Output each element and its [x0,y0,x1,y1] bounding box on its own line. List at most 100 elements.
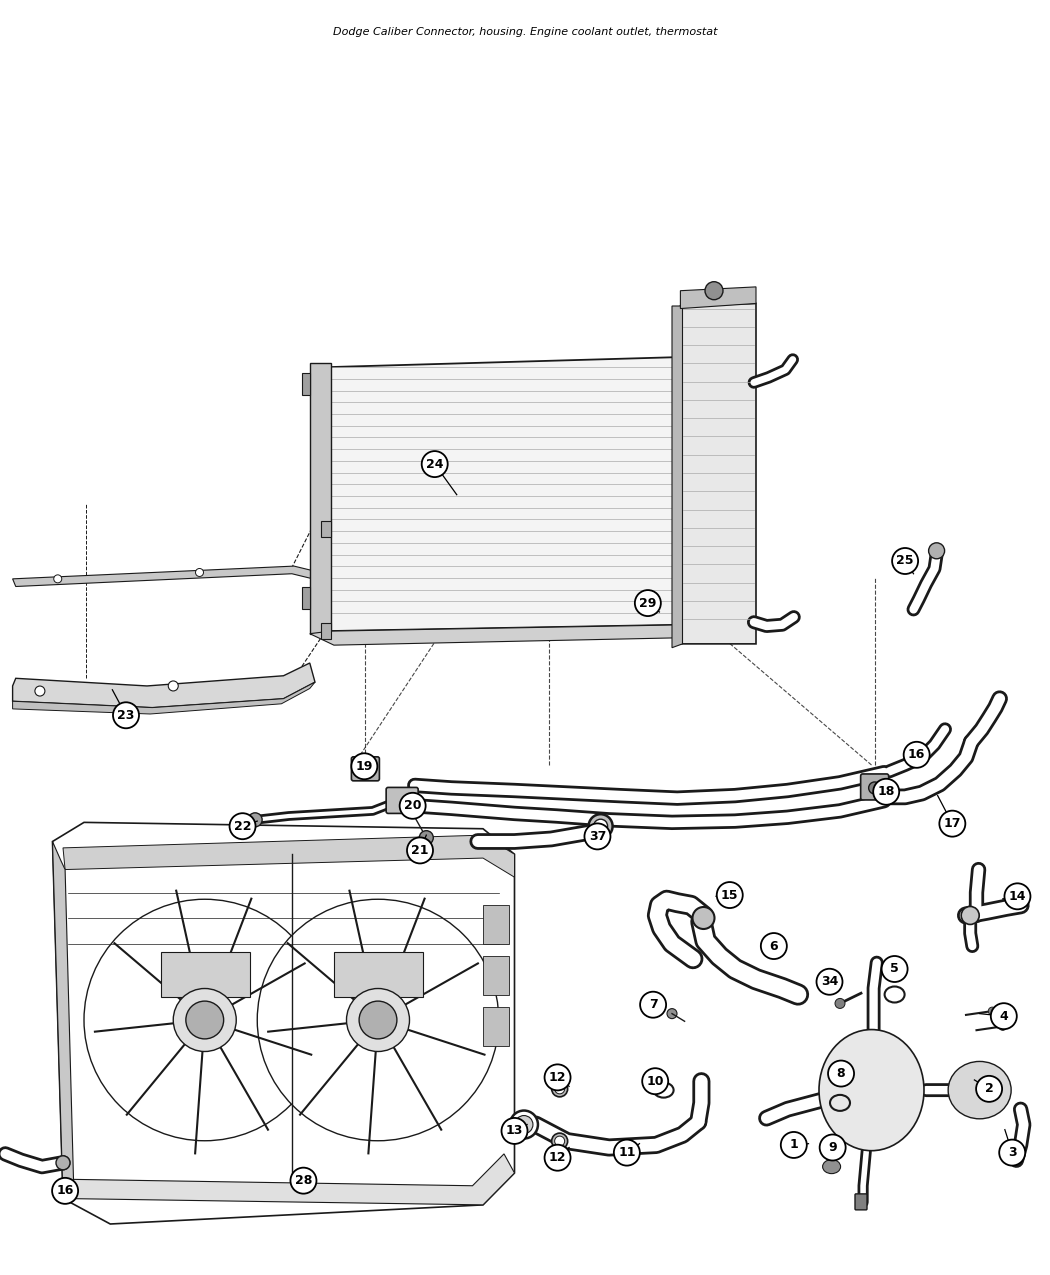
Circle shape [545,1145,570,1170]
Text: Dodge Caliber Connector, housing. Engine coolant outlet, thermostat: Dodge Caliber Connector, housing. Engine… [333,27,717,37]
Circle shape [961,907,980,924]
Text: 16: 16 [908,748,925,761]
Circle shape [988,1007,996,1015]
Circle shape [173,988,236,1052]
Circle shape [257,899,499,1141]
Ellipse shape [948,1061,1011,1119]
Circle shape [551,1081,568,1096]
Circle shape [640,992,666,1017]
Circle shape [635,590,660,616]
FancyBboxPatch shape [386,788,418,813]
Text: 11: 11 [618,1146,635,1159]
Text: 20: 20 [404,799,421,812]
Circle shape [35,686,45,696]
FancyBboxPatch shape [483,956,509,994]
Circle shape [1000,1140,1025,1165]
Circle shape [554,1136,565,1146]
Text: 1: 1 [790,1139,798,1151]
Text: 3: 3 [1008,1146,1016,1159]
Polygon shape [63,835,514,877]
Circle shape [976,1076,1002,1102]
Circle shape [828,1061,854,1086]
Circle shape [892,548,918,574]
Polygon shape [326,357,682,631]
Circle shape [168,681,178,691]
Ellipse shape [653,1082,674,1098]
Circle shape [589,815,612,838]
Circle shape [761,933,786,959]
Circle shape [248,813,262,826]
Circle shape [54,575,62,583]
Circle shape [545,1065,570,1090]
Text: 8: 8 [837,1067,845,1080]
Circle shape [230,813,255,839]
Circle shape [940,811,965,836]
Circle shape [502,1118,527,1144]
Circle shape [186,1001,224,1039]
Text: 13: 13 [506,1125,523,1137]
Text: 19: 19 [356,760,373,773]
Text: 12: 12 [549,1151,566,1164]
Text: 29: 29 [639,597,656,609]
Circle shape [705,282,723,300]
Polygon shape [52,822,514,1224]
Text: 5: 5 [890,963,899,975]
Text: 37: 37 [589,830,606,843]
Text: 18: 18 [878,785,895,798]
Circle shape [419,831,434,844]
Circle shape [113,703,139,728]
Circle shape [359,762,372,775]
FancyBboxPatch shape [302,374,311,395]
Text: 17: 17 [944,817,961,830]
Polygon shape [680,287,756,309]
Ellipse shape [819,1030,924,1150]
Ellipse shape [822,1160,841,1173]
Text: 12: 12 [549,1071,566,1084]
Circle shape [84,899,326,1141]
Circle shape [693,907,714,929]
Polygon shape [13,682,315,714]
Circle shape [407,838,433,863]
Polygon shape [63,1154,514,1205]
Text: 6: 6 [770,940,778,952]
FancyBboxPatch shape [334,952,423,997]
Circle shape [359,1001,397,1039]
Text: 14: 14 [1009,890,1026,903]
Text: 24: 24 [426,458,443,470]
Circle shape [551,1133,568,1149]
Text: 4: 4 [1000,1010,1008,1023]
Circle shape [614,1140,639,1165]
Text: 34: 34 [821,975,838,988]
Circle shape [667,1009,677,1019]
Circle shape [874,779,899,805]
Circle shape [817,969,842,994]
FancyBboxPatch shape [302,588,311,609]
Text: 23: 23 [118,709,134,722]
Text: 21: 21 [412,844,428,857]
Circle shape [346,988,410,1052]
Circle shape [717,882,742,908]
Circle shape [291,1168,316,1193]
Text: 22: 22 [234,820,251,833]
Circle shape [820,1135,845,1160]
Text: 28: 28 [295,1174,312,1187]
Circle shape [835,998,845,1009]
Circle shape [554,1084,565,1094]
Circle shape [585,824,610,849]
Text: 9: 9 [828,1141,837,1154]
FancyBboxPatch shape [352,757,379,780]
FancyBboxPatch shape [161,952,250,997]
Circle shape [422,451,447,477]
Polygon shape [672,306,682,648]
Circle shape [52,1178,78,1204]
Polygon shape [310,363,331,634]
FancyBboxPatch shape [861,774,888,799]
Circle shape [868,782,881,794]
Polygon shape [13,663,315,708]
Text: 15: 15 [721,889,738,901]
Circle shape [904,742,929,768]
Text: 10: 10 [647,1075,664,1088]
Text: 25: 25 [897,555,914,567]
Circle shape [928,543,945,558]
Circle shape [991,1003,1016,1029]
